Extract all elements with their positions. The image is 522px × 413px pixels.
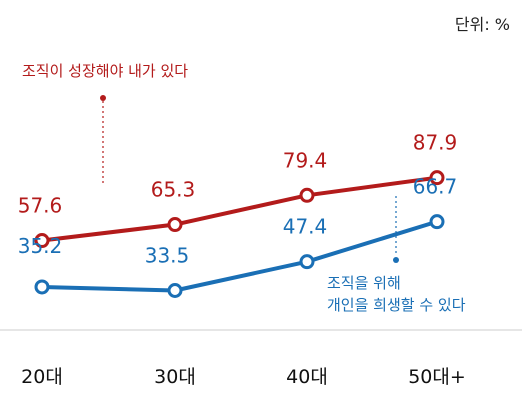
- series-2-point-1: [34, 279, 50, 295]
- series-2-name-label-line-1: 조직을 위해: [327, 274, 401, 292]
- series-1-leader-dot: [100, 95, 106, 101]
- series-2-value-label-4: 66.7: [413, 175, 458, 199]
- series-1-point-4: [429, 170, 445, 186]
- x-tick-label-2: 30대: [154, 366, 196, 388]
- x-tick-labels: 20대 30대 40대 50대+: [21, 366, 466, 388]
- series-2-point-2: [167, 283, 183, 298]
- series-1-value-label-4: 87.9: [413, 131, 458, 155]
- series-2-point-3: [299, 254, 315, 270]
- series-2-value-label-1: 35.2: [18, 234, 63, 258]
- series-1-point-2: [167, 217, 183, 233]
- series-2-name-label-line-2: 개인을 희생할 수 있다: [327, 296, 466, 314]
- series-1-value-label-2: 65.3: [151, 178, 196, 202]
- x-tick-label-4: 50대+: [408, 366, 466, 388]
- series-1-point-1: [34, 233, 50, 249]
- series-1: 57.6 65.3 79.4 87.9: [18, 131, 458, 249]
- series-2-leader-dot: [393, 257, 399, 263]
- series-2-point-4: [429, 214, 445, 230]
- series-2-line: [41, 219, 438, 293]
- series-1-annotation: 조직이 성장해야 내가 있다: [22, 62, 188, 185]
- series-2-value-label-3: 47.4: [283, 215, 328, 239]
- series-1-value-label-3: 79.4: [283, 148, 328, 172]
- series-2-value-label-2: 33.5: [145, 244, 190, 268]
- unit-label: 단위: %: [455, 15, 510, 34]
- series-2: 35.2 33.5 47.4 66.7: [18, 175, 458, 298]
- series-layer: 57.6 65.3 79.4 87.9 35.2 33.5 47.4 66.7 조직이 성장해야…: [18, 62, 466, 314]
- series-1-point-3: [299, 187, 315, 203]
- series-1-name-label: 조직이 성장해야 내가 있다: [22, 62, 188, 80]
- x-tick-label-1: 20대: [21, 366, 63, 388]
- series-1-value-label-1: 57.6: [18, 194, 63, 218]
- x-tick-label-3: 40대: [286, 366, 328, 388]
- series-1-line: [41, 175, 438, 243]
